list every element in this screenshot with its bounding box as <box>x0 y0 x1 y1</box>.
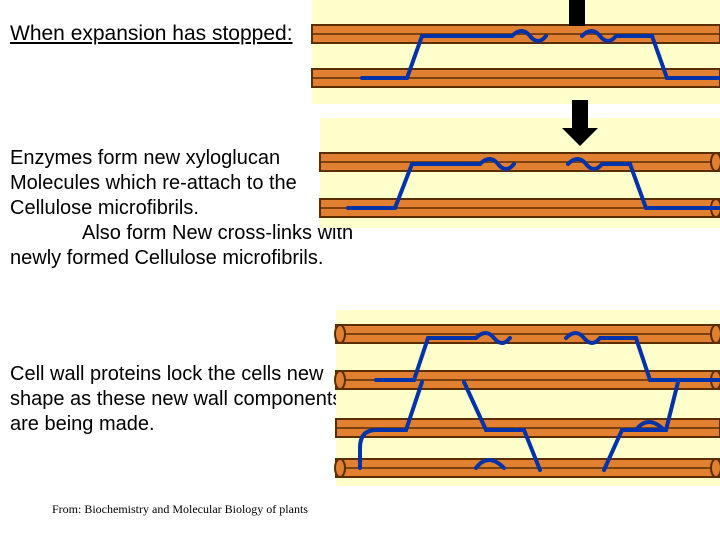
paragraph-1-indent: Also form New cross-links with newly for… <box>10 222 353 269</box>
section-heading: When expansion has stopped: <box>10 22 293 46</box>
diagram-2 <box>320 118 720 228</box>
citation: From: Biochemistry and Molecular Biology… <box>52 502 308 517</box>
diagram-1 <box>312 0 720 104</box>
paragraph-1-line: Enzymes form new xyloglucan Molecules wh… <box>10 147 297 219</box>
paragraph-1: Enzymes form new xyloglucan Molecules wh… <box>10 146 370 271</box>
diagram-3 <box>336 310 720 486</box>
paragraph-2: Cell wall proteins lock the cells new sh… <box>10 362 370 437</box>
